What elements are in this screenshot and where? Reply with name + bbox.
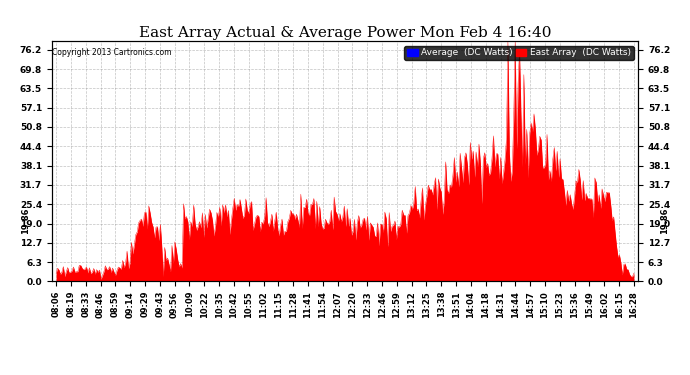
Text: Copyright 2013 Cartronics.com: Copyright 2013 Cartronics.com [52,48,172,57]
Text: 19.86: 19.86 [21,208,30,234]
Legend: Average  (DC Watts), East Array  (DC Watts): Average (DC Watts), East Array (DC Watts… [404,46,633,60]
Title: East Array Actual & Average Power Mon Feb 4 16:40: East Array Actual & Average Power Mon Fe… [139,26,551,40]
Text: 19.86: 19.86 [660,208,669,234]
